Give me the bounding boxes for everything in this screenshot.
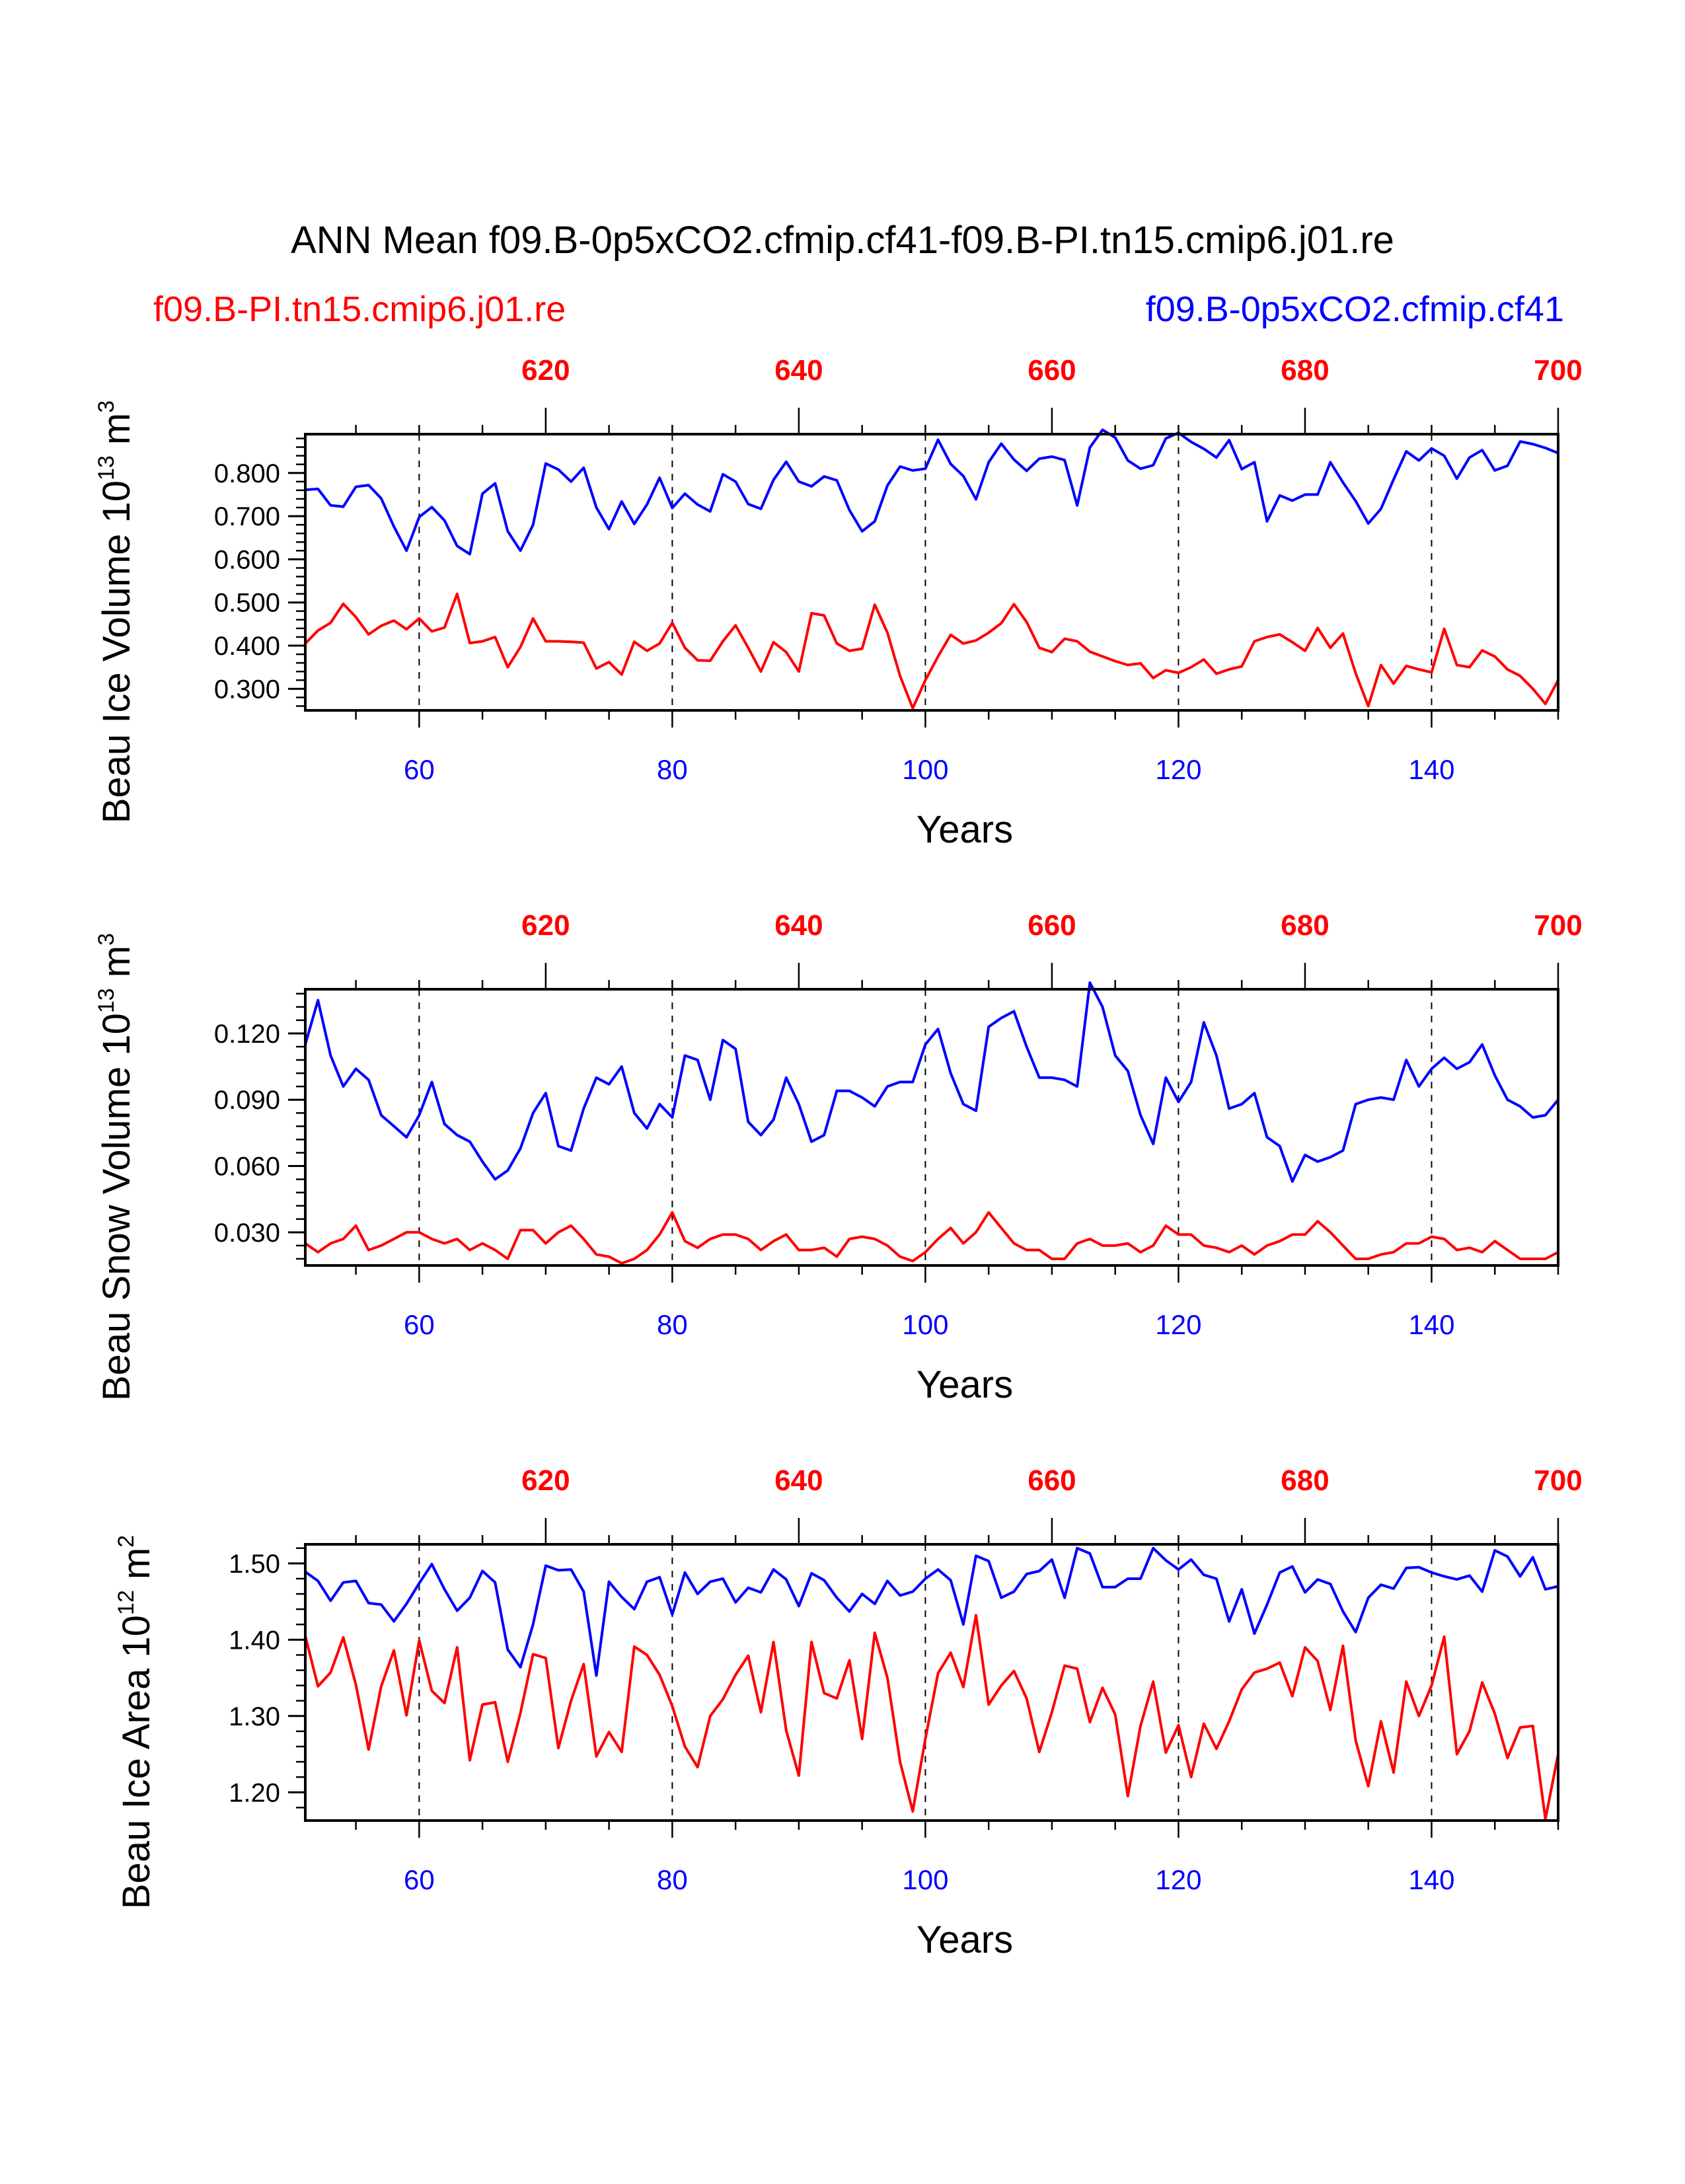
x-tick-label-bottom: 60	[404, 754, 435, 785]
y-axis-label-part: Beau Ice Volume 10	[95, 480, 138, 823]
x-tick-label-bottom: 140	[1408, 1864, 1454, 1895]
y-tick-label: 1.20	[229, 1778, 280, 1807]
x-tick-label-top: 660	[1028, 909, 1076, 942]
x-tick-label-top: 680	[1281, 354, 1329, 387]
chart-title: ANN Mean f09.B-0p5xCO2.cfmip.cf41-f09.B-…	[291, 219, 1394, 262]
x-tick-label-top: 620	[521, 909, 570, 942]
y-axis-label-part: m	[115, 1548, 158, 1590]
series-line-control	[304, 1211, 1559, 1265]
x-tick-label-top: 660	[1028, 354, 1076, 387]
subtitle-control-case: f09.B-PI.tn15.cmip6.j01.re	[153, 289, 566, 329]
x-tick-label-bottom: 80	[657, 1309, 688, 1340]
x-tick-label-top: 700	[1534, 909, 1582, 942]
plot-frame	[304, 988, 1559, 1267]
subtitle-experiment-case: f09.B-0p5xCO2.cfmip.cf41	[1146, 289, 1564, 329]
series-line-control	[304, 1614, 1559, 1821]
panel-ice-area: 1.20 1.30 1.40 1.50 60 80 100 120 140 620 640 660 68…	[114, 1464, 1583, 1961]
y-tick-label: 1.50	[229, 1550, 280, 1579]
panel-snow-volume: 0.030 0.060 0.090 0.120 60 80 100 120 140 620 640 6…	[94, 909, 1583, 1406]
y-axis-label-part: 12	[114, 1590, 139, 1615]
y-tick-label: 0.400	[214, 632, 280, 661]
y-axis-label: Beau Snow Volume 1013 m3	[94, 933, 138, 1401]
y-tick-label: 0.030	[214, 1219, 280, 1248]
x-tick-label-top: 640	[774, 909, 823, 942]
x-tick-label-bottom: 60	[404, 1864, 435, 1895]
x-tick-label-top: 680	[1281, 1464, 1329, 1497]
y-axis-label-part: 13	[94, 455, 119, 480]
x-tick-label-top: 640	[774, 354, 823, 387]
x-tick-label-top: 680	[1281, 909, 1329, 942]
y-axis-label-part: Beau Snow Volume 10	[95, 1013, 138, 1401]
y-tick-label: 0.300	[214, 675, 280, 704]
series-line-experiment	[305, 428, 1559, 556]
x-tick-label-top: 620	[521, 1464, 570, 1497]
y-tick-label: 0.500	[214, 589, 280, 618]
y-tick-label: 1.30	[229, 1702, 280, 1731]
x-tick-label-bottom: 80	[657, 1864, 688, 1895]
x-tick-label-bottom: 120	[1155, 1309, 1201, 1340]
y-axis-label-part: 2	[114, 1535, 139, 1548]
x-tick-label-top: 700	[1534, 354, 1582, 387]
series-line-experiment	[304, 1546, 1559, 1677]
y-axis-label-part: 3	[94, 400, 119, 413]
y-axis-label-part: m	[95, 413, 138, 455]
series-line-experiment	[304, 981, 1559, 1183]
x-tick-label-bottom: 120	[1155, 754, 1201, 785]
plot-frame	[304, 433, 1559, 712]
plot-frame	[304, 1543, 1559, 1822]
x-tick-label-bottom: 100	[902, 1864, 948, 1895]
x-tick-label-top: 660	[1028, 1464, 1076, 1497]
x-tick-label-bottom: 140	[1408, 754, 1454, 785]
x-tick-label-bottom: 140	[1408, 1309, 1454, 1340]
x-tick-label-bottom: 60	[404, 1309, 435, 1340]
y-tick-label: 0.120	[214, 1020, 280, 1049]
y-axis-label-part: 13	[94, 988, 119, 1013]
y-tick-label: 0.600	[214, 545, 280, 574]
y-axis-label-part: Beau Ice Area 10	[115, 1615, 158, 1909]
x-tick-label-bottom: 100	[902, 754, 948, 785]
series-line-control	[304, 592, 1559, 710]
y-tick-label: 1.40	[229, 1626, 280, 1655]
y-tick-label: 0.800	[214, 459, 280, 488]
panel-ice-volume: 0.300 0.400 0.500 0.600 0.700 0.800 60 80 100 120…	[94, 354, 1583, 851]
y-tick-label: 0.090	[214, 1086, 280, 1115]
x-tick-label-bottom: 80	[657, 754, 688, 785]
x-tick-label-bottom: 100	[902, 1309, 948, 1340]
y-axis-label-part: m	[95, 946, 138, 988]
x-tick-label-top: 640	[774, 1464, 823, 1497]
y-tick-label: 0.700	[214, 502, 280, 531]
x-tick-label-top: 700	[1534, 1464, 1582, 1497]
x-tick-label-bottom: 120	[1155, 1864, 1201, 1895]
y-axis-label: Beau Ice Area 1012 m2	[114, 1535, 158, 1909]
x-axis-label: Years	[917, 1363, 1013, 1406]
y-axis-label: Beau Ice Volume 1013 m3	[94, 400, 138, 823]
y-axis-label-part: 3	[94, 933, 119, 946]
x-axis-label: Years	[917, 1918, 1013, 1961]
x-axis-label: Years	[917, 808, 1013, 851]
y-tick-label: 0.060	[214, 1152, 280, 1182]
x-tick-label-top: 620	[521, 354, 570, 387]
